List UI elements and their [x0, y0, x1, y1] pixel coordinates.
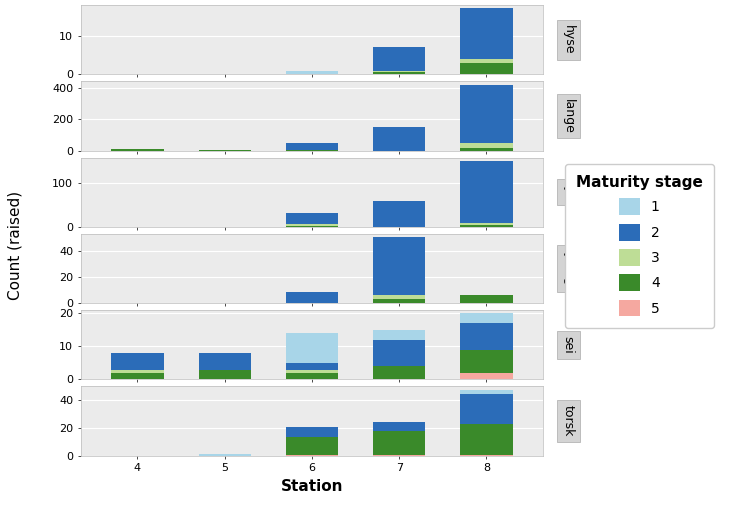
Bar — [373, 237, 426, 295]
Bar — [286, 370, 338, 373]
Bar — [460, 390, 512, 394]
Bar — [373, 366, 426, 379]
Bar — [460, 63, 512, 74]
Bar — [286, 455, 338, 456]
Bar — [460, 161, 512, 223]
X-axis label: Station: Station — [280, 479, 344, 494]
Bar — [373, 431, 426, 455]
Text: hyse: hyse — [562, 25, 575, 55]
Bar — [373, 300, 426, 303]
Bar — [373, 455, 426, 456]
Bar — [460, 223, 512, 225]
Bar — [460, 8, 512, 59]
Bar — [112, 373, 164, 379]
Bar — [460, 323, 512, 350]
Bar — [460, 350, 512, 373]
Text: Count (raised): Count (raised) — [7, 191, 22, 301]
Bar — [286, 333, 338, 363]
Bar — [373, 201, 426, 227]
Bar — [112, 353, 164, 370]
Bar — [286, 291, 338, 303]
Bar — [460, 84, 512, 143]
Bar — [286, 71, 338, 74]
Bar — [460, 424, 512, 455]
Bar — [460, 313, 512, 323]
Bar — [112, 370, 164, 373]
Bar — [373, 421, 426, 431]
Bar — [460, 225, 512, 227]
Bar — [286, 213, 338, 224]
Bar — [460, 295, 512, 303]
Bar — [460, 147, 512, 151]
Bar — [373, 47, 426, 71]
Bar — [286, 427, 338, 437]
Bar — [460, 455, 512, 456]
Bar — [373, 340, 426, 366]
Text: lange: lange — [562, 99, 575, 134]
Bar — [198, 150, 251, 151]
Bar — [198, 454, 251, 456]
Bar — [112, 149, 164, 151]
Bar — [286, 224, 338, 226]
Text: lysing: lysing — [562, 250, 575, 287]
Bar — [286, 437, 338, 455]
Text: torsk: torsk — [562, 406, 575, 437]
Bar — [373, 71, 426, 73]
Bar — [460, 143, 512, 147]
Bar — [460, 394, 512, 424]
Text: lyr: lyr — [562, 184, 575, 200]
Bar — [198, 353, 251, 370]
Bar — [286, 142, 338, 151]
Bar — [460, 59, 512, 63]
Bar — [198, 370, 251, 379]
Bar — [460, 373, 512, 379]
Bar — [373, 330, 426, 340]
Bar — [373, 73, 426, 74]
Text: sei: sei — [562, 336, 575, 354]
Bar — [286, 226, 338, 227]
Bar — [286, 373, 338, 379]
Bar — [373, 127, 426, 151]
Bar — [286, 363, 338, 370]
Legend: 1, 2, 3, 4, 5: 1, 2, 3, 4, 5 — [564, 164, 714, 328]
Bar — [373, 295, 426, 300]
